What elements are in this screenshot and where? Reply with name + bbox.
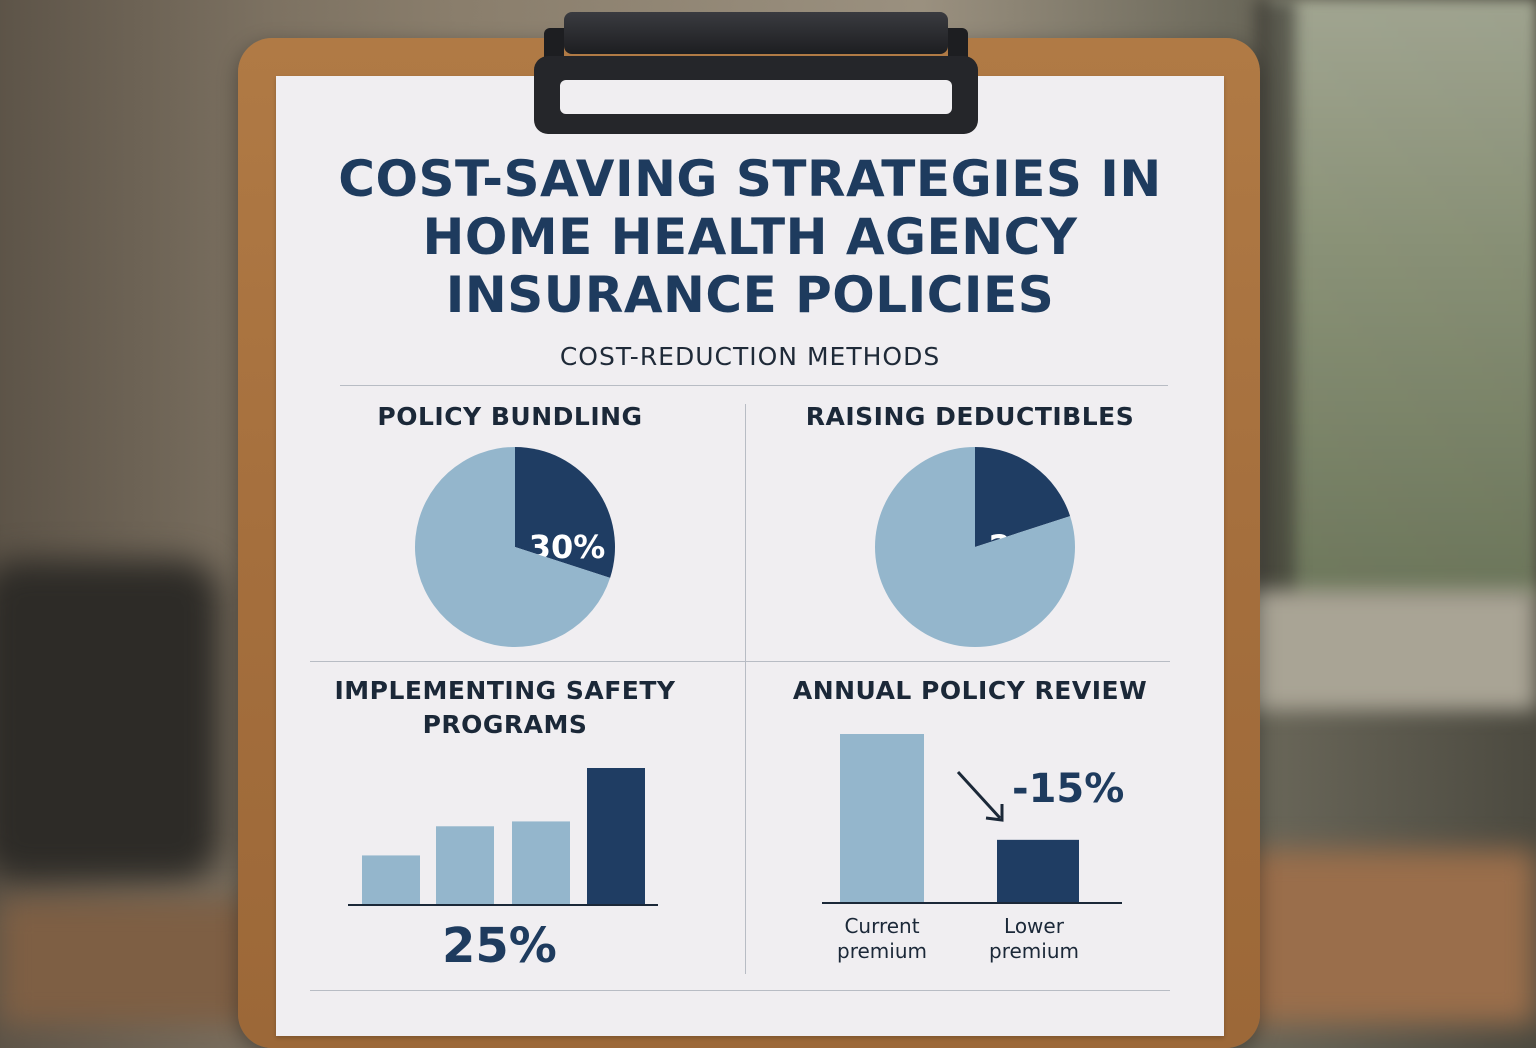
bar-3: [512, 821, 570, 904]
bar-1: [362, 855, 420, 904]
section-subtitle: COST-REDUCTION METHODS: [559, 342, 941, 371]
safety-programs-title-line-1: IMPLEMENTING SAFETY: [334, 676, 676, 705]
lower-premium-label-line-2: premium: [989, 939, 1079, 963]
background-window-frame: [1255, 0, 1295, 620]
title-line-2: HOME HEALTH AGENCY: [422, 208, 1078, 266]
title-line-1: COST-SAVING STRATEGIES IN: [338, 150, 1162, 208]
safety-programs-title: IMPLEMENTING SAFETY PROGRAMS: [300, 674, 710, 742]
decrease-arrow-icon: [956, 770, 1004, 822]
lower-premium-label-line-1: Lower: [1004, 914, 1064, 938]
divider-middle: [310, 661, 1170, 662]
clip-lever: [564, 12, 948, 54]
divider-bottom: [310, 990, 1170, 991]
clip-opening: [560, 80, 952, 114]
bar-1: [840, 734, 924, 902]
poster-title: COST-SAVING STRATEGIES IN HOME HEALTH AG…: [276, 150, 1224, 324]
pie-slice-1: [975, 447, 1071, 547]
lower-premium-label: Lower premium: [964, 914, 1104, 964]
current-premium-label-line-2: premium: [837, 939, 927, 963]
divider-vertical: [745, 404, 746, 974]
divider-top: [340, 385, 1168, 386]
raising-deductibles-pie: 20%: [875, 447, 1075, 647]
safety-programs-bar-chart: [348, 768, 658, 906]
bar-4: [587, 768, 645, 904]
background-chair: [0, 560, 220, 880]
safety-programs-value: 25%: [442, 918, 557, 974]
raising-deductibles-title: RAISING DEDUCTIBLES: [805, 402, 1135, 431]
bar-2: [997, 839, 1079, 902]
policy-bundling-title: POLICY BUNDLING: [377, 402, 643, 431]
bar-2: [436, 826, 494, 904]
background-window-sill: [1240, 590, 1536, 710]
background-window: [1270, 0, 1536, 600]
pie-slice-2: [875, 447, 1075, 647]
current-premium-label: Current premium: [812, 914, 952, 964]
annual-review-title: ANNUAL POLICY REVIEW: [792, 676, 1148, 705]
title-line-3: INSURANCE POLICIES: [445, 266, 1055, 324]
pie-slice-2: [415, 447, 611, 647]
policy-bundling-pie: 30%: [415, 447, 615, 647]
background-table: [1230, 850, 1536, 1024]
annual-review-bar-chart: [822, 734, 1122, 904]
annual-review-change: -15%: [1012, 766, 1125, 812]
safety-programs-title-line-2: PROGRAMS: [422, 710, 588, 739]
background-floor: [0, 900, 260, 1024]
pie-slice-1: [515, 447, 615, 578]
current-premium-label-line-1: Current: [844, 914, 920, 938]
